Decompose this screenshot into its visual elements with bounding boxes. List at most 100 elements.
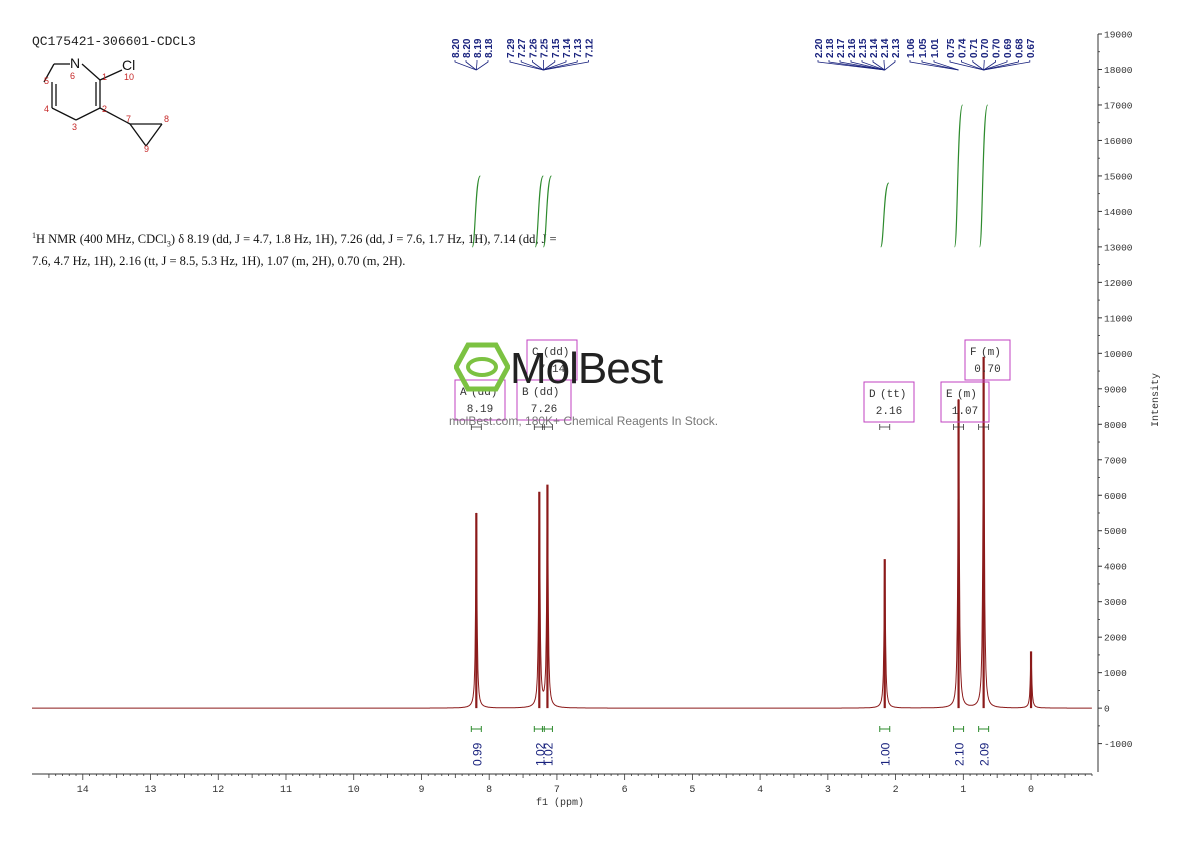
multiplet-letter: C (532, 347, 539, 359)
peak-leader-line (509, 60, 544, 71)
peak-shift-label: 7.29 (506, 38, 517, 58)
x-tick-label: 7 (554, 785, 560, 796)
y-tick-label: 7000 (1104, 455, 1127, 466)
peak-shift-label: 2.14 (869, 38, 880, 58)
peak-leader-line (465, 60, 477, 71)
multiplet-type: (dd) (543, 347, 569, 359)
multiplet-shift: 8.19 (467, 404, 493, 416)
x-tick-label: 10 (348, 785, 360, 796)
atom-cl-number: 10 (124, 72, 134, 82)
peak-leader-line (839, 60, 885, 71)
multiplet-shift: 7.14 (539, 364, 566, 376)
x-tick-label: 8 (486, 785, 492, 796)
integral-value: 2.09 (978, 742, 992, 766)
integral-value: 1.00 (879, 742, 893, 766)
multiplet-letter: E (946, 389, 953, 401)
multiplet-shift: 0.70 (974, 364, 1000, 376)
peak-leader-line (909, 60, 959, 71)
peak-shift-label: 7.27 (517, 38, 528, 58)
peak-leader-line (883, 60, 886, 71)
y-tick-label: 17000 (1104, 100, 1133, 111)
peak-leader-line (543, 60, 556, 71)
peak-shift-label: 8.20 (462, 38, 473, 58)
y-tick-label: 13000 (1104, 242, 1133, 253)
peak-leader-line (817, 60, 885, 71)
peak-shift-label: 8.19 (473, 38, 484, 58)
y-tick-label: 8000 (1104, 420, 1127, 431)
y-tick-label: 11000 (1104, 313, 1133, 324)
peak-shift-label: 1.05 (918, 38, 929, 58)
peak-leader-line (454, 60, 477, 71)
multiplet-letter: D (869, 389, 876, 401)
multiplet-type: (m) (957, 389, 977, 401)
y-tick-label: 6000 (1104, 491, 1127, 502)
x-axis-label: f1 (ppm) (536, 797, 584, 809)
multiplet-type: (tt) (880, 389, 906, 401)
integral-curve (979, 104, 989, 248)
peak-leader-line (983, 60, 1008, 71)
integral-range-bracket (541, 726, 553, 732)
multiplet-letter: F (970, 347, 977, 359)
peak-shift-label: 0.71 (969, 38, 980, 58)
integral-value: 0.99 (470, 742, 484, 766)
x-tick-label: 12 (212, 785, 224, 796)
peak-leader-line (933, 60, 959, 71)
y-tick-label: 4000 (1104, 562, 1127, 573)
peak-leader-line (850, 60, 885, 71)
multiplet-range-bracket (879, 424, 891, 430)
integral-range-bracket (953, 726, 965, 732)
integral-value: 2.10 (953, 742, 967, 766)
peak-shift-label: 0.67 (1026, 38, 1037, 58)
spectrum-trace (32, 365, 1092, 709)
peak-shift-label: 2.17 (836, 38, 847, 58)
watermark-brand: MolBest (510, 344, 663, 393)
atom-number-7: 7 (126, 114, 131, 124)
multiplet-range-bracket (978, 424, 990, 430)
integral-curve (880, 182, 890, 248)
watermark-tagline: molBest.com, 180K+ Chemical Reagents In … (449, 414, 719, 428)
sample-id: QC175421-306601-CDCL3 (32, 34, 196, 49)
peak-shift-label: 7.25 (540, 38, 551, 58)
peak-leader-line (543, 60, 589, 71)
integral-value: 1.02 (541, 742, 555, 766)
peak-leader-line (543, 60, 578, 71)
y-tick-label: 9000 (1104, 384, 1127, 395)
multiplet-box (454, 379, 506, 421)
peak-shift-label: 0.74 (957, 38, 968, 58)
x-tick-label: 6 (622, 785, 628, 796)
multiplet-type: (dd) (533, 387, 559, 399)
peak-shift-label: 2.14 (880, 38, 891, 58)
y-tick-label: 12000 (1104, 278, 1133, 289)
peak-shift-label: 7.12 (584, 38, 595, 58)
multiplet-type: (m) (981, 347, 1001, 359)
x-tick-label: 11 (280, 785, 292, 796)
peak-shift-label: 1.01 (930, 38, 941, 58)
x-tick-label: 4 (757, 785, 763, 796)
peak-shift-label: 0.75 (946, 38, 957, 58)
solvent-subscript: 3 (166, 239, 171, 249)
peak-shift-label: 0.68 (1014, 38, 1025, 58)
peak-leader-line (983, 60, 1031, 71)
peak-leader-line (983, 60, 996, 71)
description-prefix: H NMR (400 MHz, CDCl (36, 232, 167, 247)
peak-leader-line (861, 60, 885, 71)
peak-shift-label: 2.20 (814, 38, 825, 58)
multiplet-box (940, 381, 990, 423)
integral-range-bracket (470, 726, 482, 732)
multiplet-range-bracket (470, 424, 482, 430)
peak-leader-line (543, 60, 567, 71)
peak-leader-line (828, 60, 885, 71)
peak-leader-line (476, 60, 489, 71)
integral-range-bracket (978, 726, 990, 732)
peak-leader-line (475, 60, 478, 71)
y-tick-label: 1000 (1104, 668, 1127, 679)
y-tick-label: 19000 (1104, 30, 1133, 41)
atom-n: N (70, 55, 80, 71)
y-tick-label: 16000 (1104, 136, 1133, 147)
peak-leader-line (532, 60, 544, 71)
peak-leader-line (949, 60, 984, 71)
atom-number-1: 1 (102, 72, 107, 82)
peak-leader-line (961, 60, 984, 71)
y-tick-label: 14000 (1104, 207, 1133, 218)
